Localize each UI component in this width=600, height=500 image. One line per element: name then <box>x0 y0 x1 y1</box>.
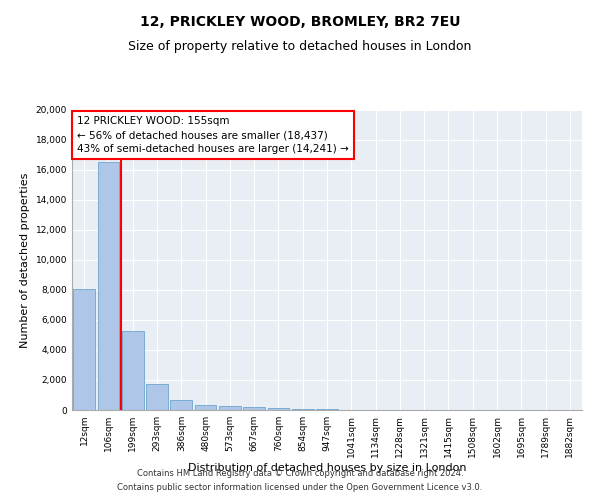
Bar <box>219 406 241 410</box>
Bar <box>194 405 217 410</box>
Bar <box>292 409 314 410</box>
Bar <box>243 407 265 410</box>
Text: 12 PRICKLEY WOOD: 155sqm
← 56% of detached houses are smaller (18,437)
43% of se: 12 PRICKLEY WOOD: 155sqm ← 56% of detach… <box>77 116 349 154</box>
Bar <box>122 330 143 410</box>
Text: Contains public sector information licensed under the Open Government Licence v3: Contains public sector information licen… <box>118 484 482 492</box>
Bar <box>268 408 289 410</box>
Bar <box>146 384 168 410</box>
Text: Contains HM Land Registry data © Crown copyright and database right 2024.: Contains HM Land Registry data © Crown c… <box>137 468 463 477</box>
Y-axis label: Number of detached properties: Number of detached properties <box>20 172 30 348</box>
X-axis label: Distribution of detached houses by size in London: Distribution of detached houses by size … <box>188 462 466 472</box>
Text: Size of property relative to detached houses in London: Size of property relative to detached ho… <box>128 40 472 53</box>
Bar <box>97 162 119 410</box>
Bar <box>316 409 338 410</box>
Bar <box>170 400 192 410</box>
Text: 12, PRICKLEY WOOD, BROMLEY, BR2 7EU: 12, PRICKLEY WOOD, BROMLEY, BR2 7EU <box>140 15 460 29</box>
Bar <box>73 288 95 410</box>
